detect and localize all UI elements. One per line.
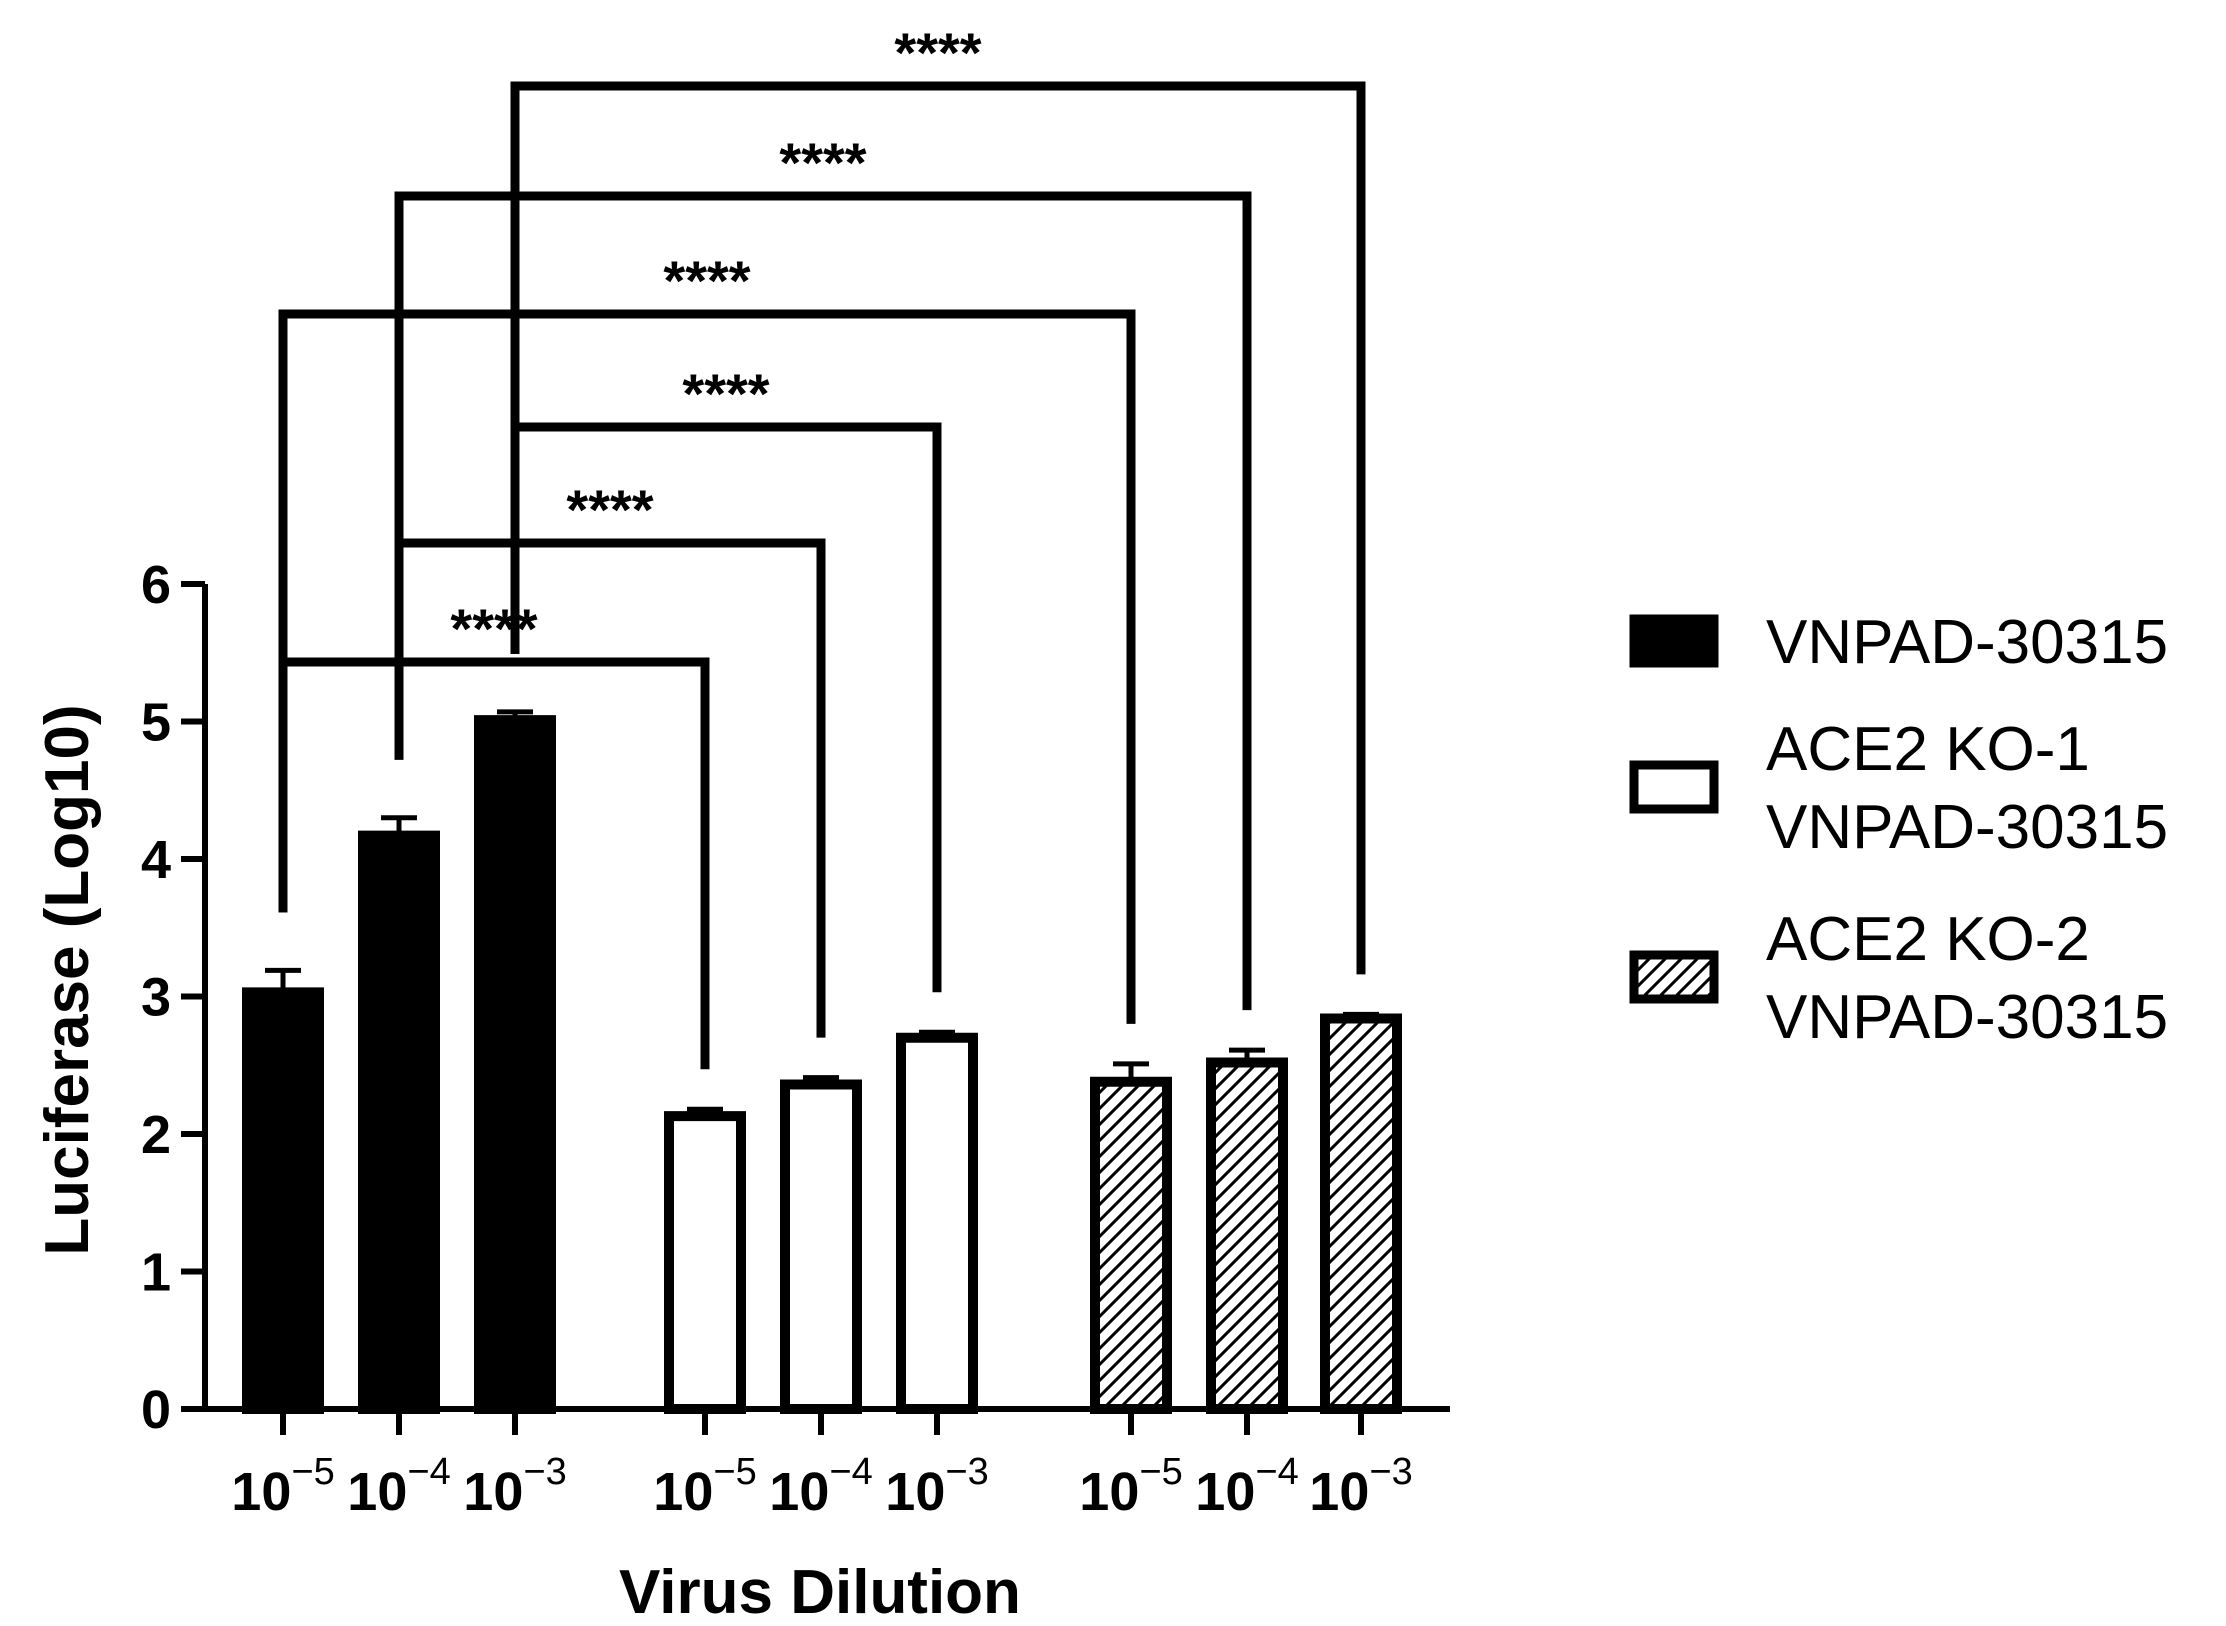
legend-label-line: ACE2 KO-1 xyxy=(1766,715,2090,784)
x-tick-label: 10−5 xyxy=(1079,1451,1182,1522)
x-tick-exponent: −5 xyxy=(291,1451,334,1493)
significance-label: **** xyxy=(663,249,750,312)
legend-swatch xyxy=(1629,760,1719,814)
x-tick-label: 10−4 xyxy=(769,1451,872,1522)
x-tick-label: 10−5 xyxy=(231,1451,334,1522)
significance-bracket xyxy=(510,81,1366,975)
x-tick-exponent: −4 xyxy=(1255,1451,1298,1493)
bar xyxy=(1090,1076,1172,1414)
legend-label: ACE2 KO-1 VNPAD-30315 xyxy=(1766,715,2168,862)
legend-label-line: VNPAD-30315 xyxy=(1766,608,2168,677)
bar xyxy=(358,830,440,1414)
y-tick-label: 6 xyxy=(141,555,171,615)
bar xyxy=(242,987,324,1414)
y-tick-label: 2 xyxy=(141,1105,171,1165)
x-tick-exponent: −5 xyxy=(1139,1451,1182,1493)
legend-swatch xyxy=(1629,614,1719,668)
significance-label: **** xyxy=(566,478,653,541)
x-tick-exponent: −3 xyxy=(1369,1451,1412,1493)
y-axis-label: Luciferase (Log10) xyxy=(33,704,102,1255)
legend-label-line: VNPAD-30315 xyxy=(1766,983,2168,1052)
x-tick-exponent: −3 xyxy=(523,1451,566,1493)
y-tick-label: 5 xyxy=(141,693,171,753)
y-tick-label: 3 xyxy=(141,968,171,1028)
significance-brackets: **** **** **** **** **** **** xyxy=(278,21,1366,1070)
legend-label-line: VNPAD-30315 xyxy=(1766,793,2168,862)
x-tick-exponent: −5 xyxy=(713,1451,756,1493)
x-tick-label: 10−3 xyxy=(885,1451,988,1522)
x-tick-label: 10−4 xyxy=(1195,1451,1298,1522)
x-tick-exponent: −4 xyxy=(829,1451,872,1493)
x-axis-label: Virus Dilution xyxy=(619,1558,1021,1626)
y-tick-label: 1 xyxy=(141,1243,171,1303)
x-tick-exponent: −4 xyxy=(407,1451,450,1493)
legend-swatch xyxy=(1629,950,1719,1004)
x-tick-label: 10−3 xyxy=(1309,1451,1412,1522)
bar xyxy=(664,1111,746,1414)
x-tick-label: 10−4 xyxy=(347,1451,450,1522)
significance-label: **** xyxy=(779,131,866,194)
x-tick-label: 10−5 xyxy=(653,1451,756,1522)
significance-label: **** xyxy=(450,597,537,660)
x-tick-exponent: −3 xyxy=(945,1451,988,1493)
x-tick-label: 10−3 xyxy=(463,1451,566,1522)
significance-label: **** xyxy=(682,362,769,425)
significance-bracket xyxy=(394,191,1252,1011)
significance-bracket xyxy=(278,309,1136,1024)
bar xyxy=(474,715,556,1414)
bar xyxy=(1320,1013,1402,1414)
bar xyxy=(780,1079,862,1414)
bar xyxy=(1206,1057,1288,1414)
legend-label: VNPAD-30315 xyxy=(1766,608,2168,677)
legend-label-line: ACE2 KO-2 xyxy=(1766,905,2090,974)
y-tick-label: 0 xyxy=(141,1380,171,1440)
y-tick-label: 4 xyxy=(141,830,171,890)
significance-label: **** xyxy=(894,21,981,84)
bar xyxy=(896,1032,978,1414)
bars xyxy=(242,709,1402,1414)
legend-label: ACE2 KO-2 VNPAD-30315 xyxy=(1766,905,2168,1052)
